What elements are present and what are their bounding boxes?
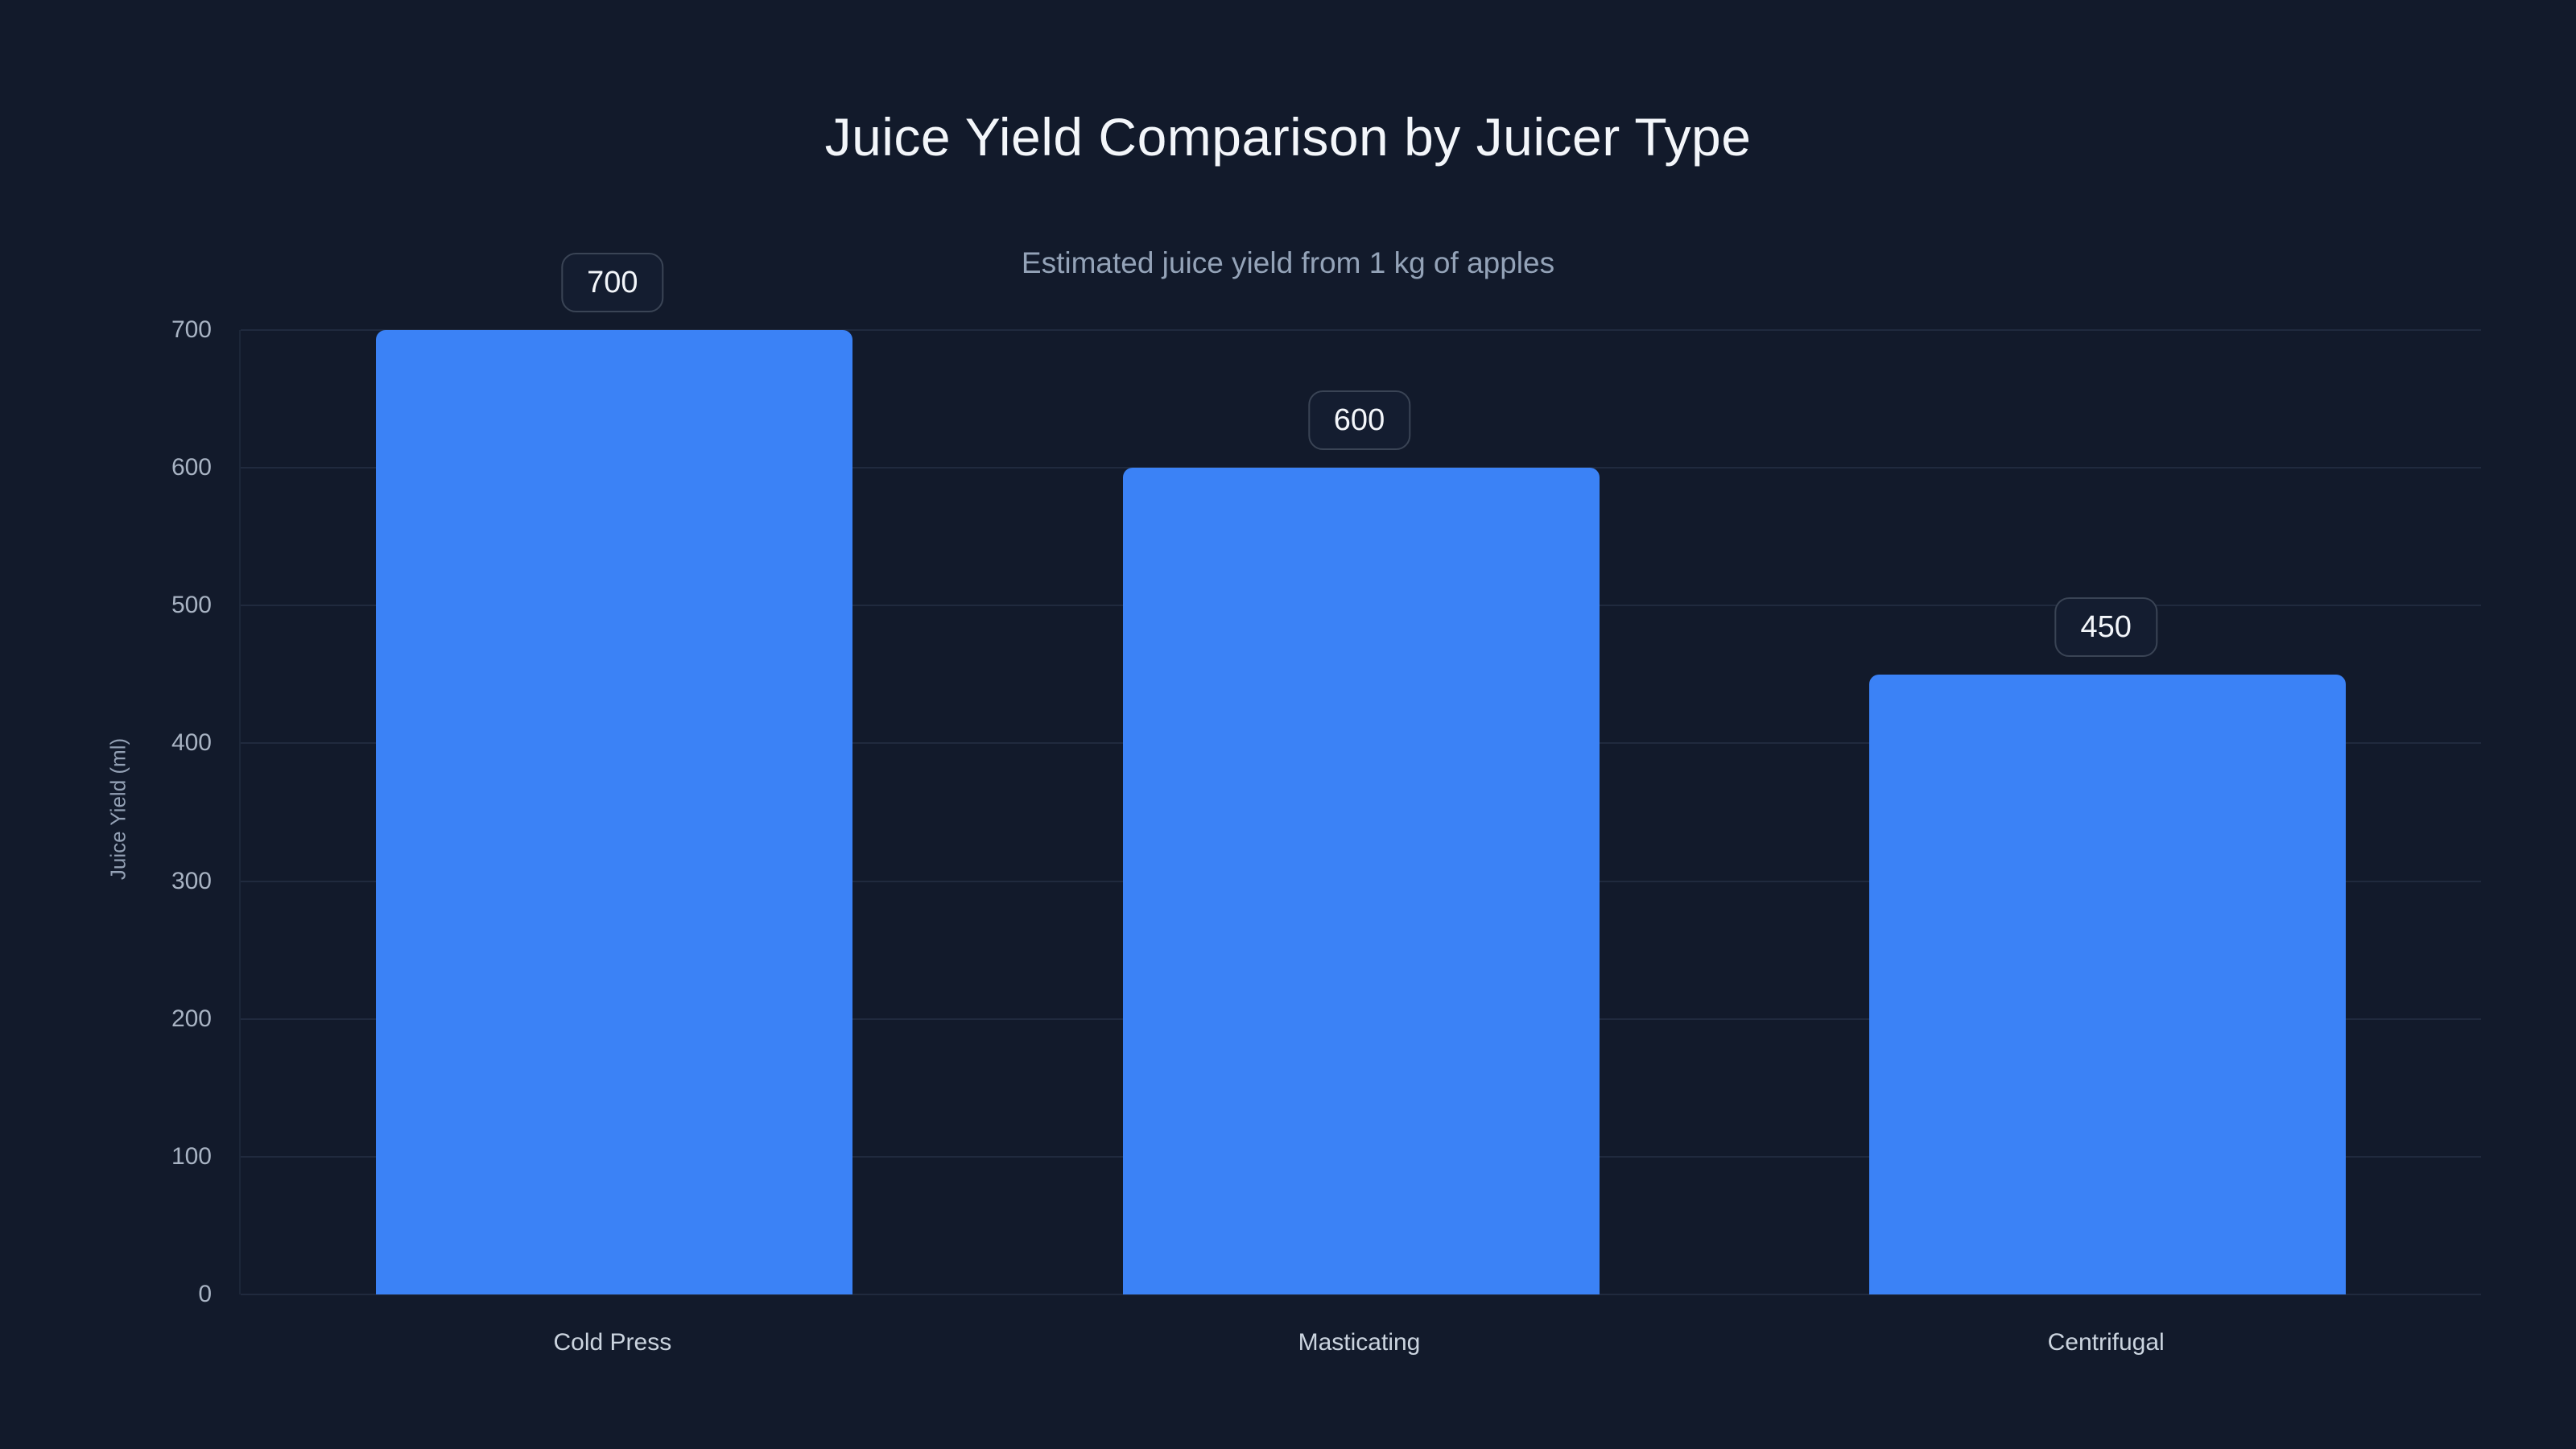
y-tick-label-700: 700 xyxy=(171,316,212,343)
value-label-cold-press: 700 xyxy=(561,253,664,312)
category-label-centrifugal: Centrifugal xyxy=(2047,1329,2165,1356)
chart-subtitle: Estimated juice yield from 1 kg of apple… xyxy=(1021,246,1555,279)
value-label-centrifugal: 450 xyxy=(2054,597,2157,657)
bar-cold-press xyxy=(375,330,852,1294)
y-tick-label-200: 200 xyxy=(171,1005,212,1032)
category-label-masticating: Masticating xyxy=(1298,1329,1421,1356)
y-axis-title: Juice Yield (ml) xyxy=(105,737,130,881)
gridline-0 xyxy=(241,1294,2481,1295)
bar-masticating xyxy=(1122,468,1600,1294)
category-label-cold-press: Cold Press xyxy=(553,1329,672,1356)
plot-area xyxy=(239,329,2481,1295)
y-tick-label-100: 100 xyxy=(171,1142,212,1170)
y-tick-label-500: 500 xyxy=(171,592,212,619)
value-label-masticating: 600 xyxy=(1307,390,1411,451)
y-tick-label-0: 0 xyxy=(198,1281,212,1307)
y-tick-label-600: 600 xyxy=(171,454,212,481)
y-tick-label-400: 400 xyxy=(171,729,212,757)
gridline-600 xyxy=(241,467,2481,469)
bar-centrifugal xyxy=(1869,674,2347,1294)
chart-title: Juice Yield Comparison by Juicer Type xyxy=(824,107,1752,167)
gridline-700 xyxy=(241,329,2481,331)
y-tick-label-300: 300 xyxy=(171,867,212,894)
